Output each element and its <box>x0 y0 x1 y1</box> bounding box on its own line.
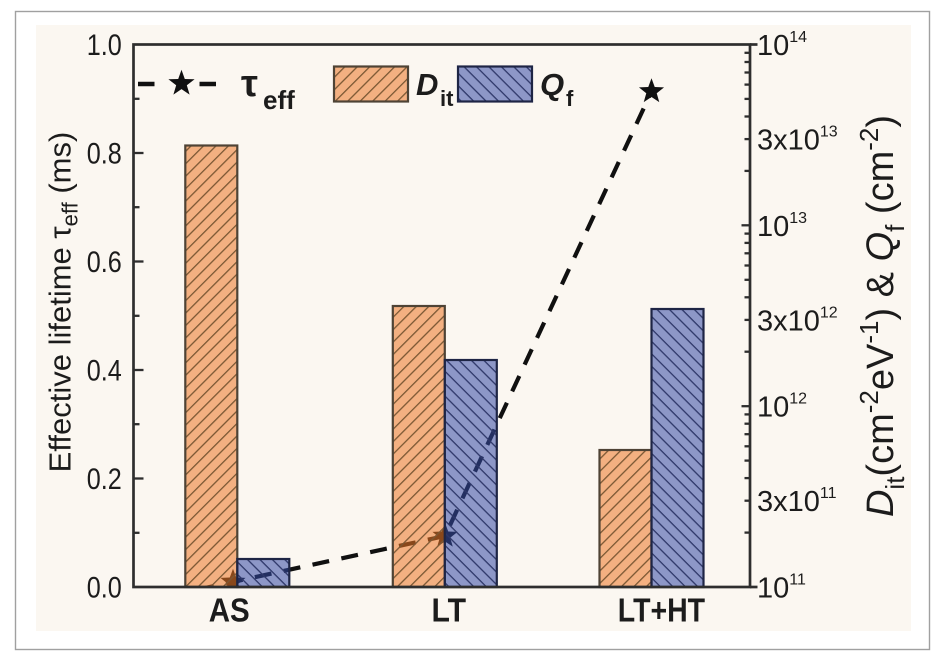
svg-text:D: D <box>416 67 438 102</box>
svg-text:0.4: 0.4 <box>87 355 122 388</box>
svg-text:f: f <box>566 86 574 111</box>
svg-text:0.8: 0.8 <box>87 138 122 171</box>
svg-text:τ: τ <box>241 63 258 105</box>
svg-text:Effective lifetime τeff (ms): Effective lifetime τeff (ms) <box>43 132 83 473</box>
svg-text:0.0: 0.0 <box>87 572 122 605</box>
svg-text:Q: Q <box>540 67 564 102</box>
svg-text:LT: LT <box>432 592 467 629</box>
svg-text:Dit(cm-2eV-1) & Qf (cm-2): Dit(cm-2eV-1) & Qf (cm-2) <box>854 115 910 517</box>
svg-text:1.0: 1.0 <box>87 29 122 62</box>
svg-text:3x1012: 3x1012 <box>757 304 838 337</box>
svg-text:0.6: 0.6 <box>87 246 122 279</box>
svg-text:LT+HT: LT+HT <box>618 592 705 629</box>
svg-text:it: it <box>440 86 454 111</box>
svg-text:eff: eff <box>263 85 295 115</box>
svg-text:AS: AS <box>209 592 250 629</box>
svg-text:0.2: 0.2 <box>87 463 122 496</box>
